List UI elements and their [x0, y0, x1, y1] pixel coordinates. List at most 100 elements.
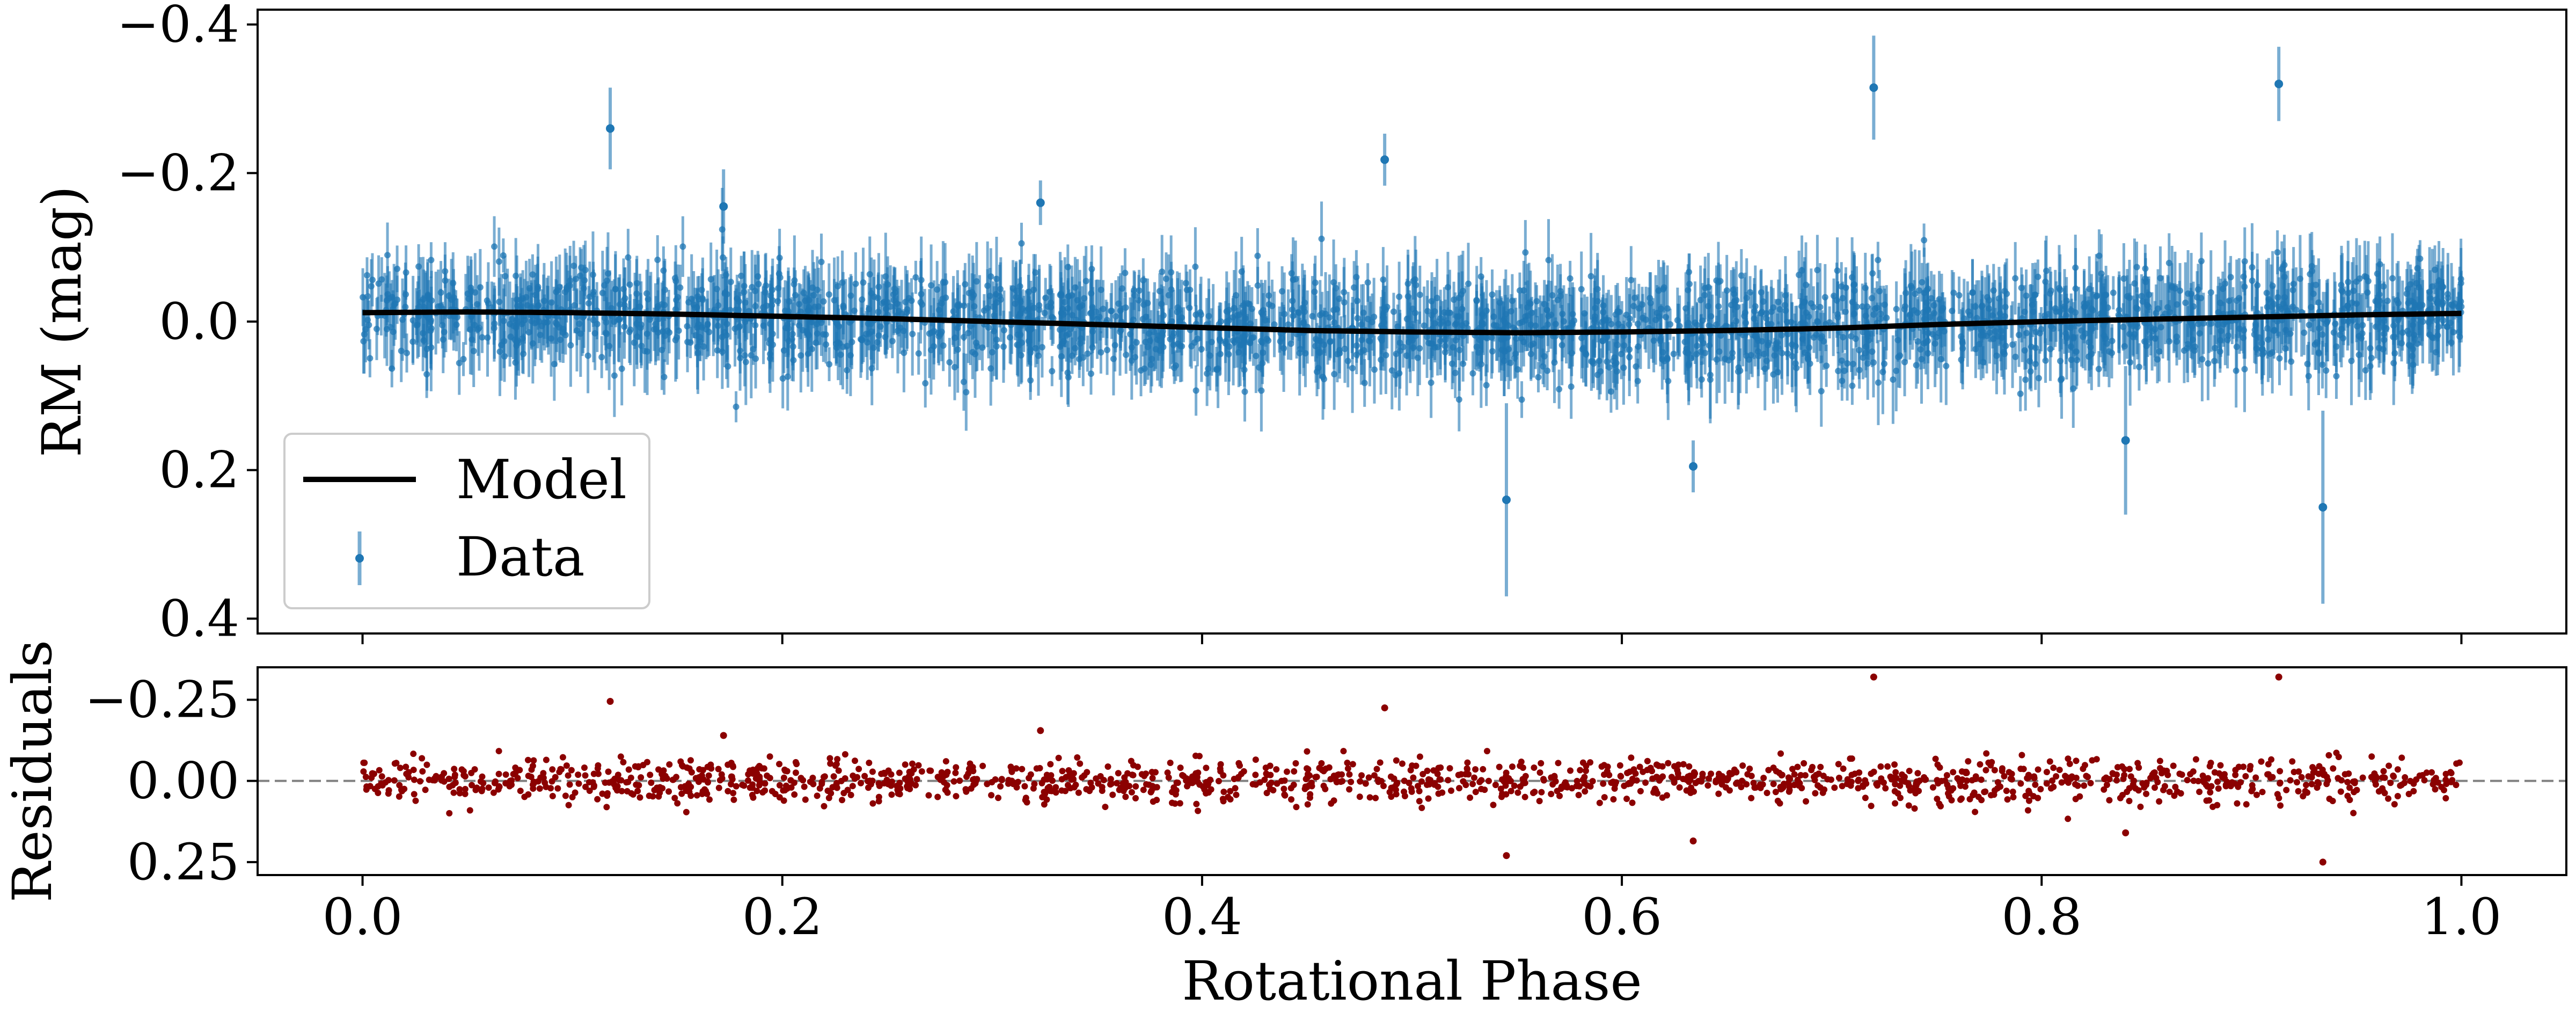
data-point — [1371, 314, 1378, 320]
residual-point — [1472, 766, 1479, 773]
residual-point — [1132, 795, 1139, 802]
data-point — [2368, 354, 2375, 361]
residual-point — [1358, 772, 1365, 779]
residual-point — [841, 751, 848, 758]
data-point — [940, 279, 947, 286]
data-point — [969, 294, 976, 301]
residual-point — [1760, 775, 1767, 782]
data-point — [989, 349, 996, 356]
data-point — [2212, 345, 2219, 352]
data-point — [2274, 249, 2281, 256]
data-point — [1789, 341, 1796, 348]
data-point — [1254, 252, 1261, 259]
data-point — [1428, 379, 1435, 386]
data-point — [917, 298, 924, 305]
data-point — [847, 352, 854, 359]
data-point — [1917, 346, 1924, 353]
data-point — [2412, 301, 2419, 308]
data-point — [2414, 265, 2421, 272]
data-point — [2023, 292, 2030, 299]
residual-point — [2126, 766, 2133, 773]
top-y-tick-label: 0.2 — [159, 441, 240, 500]
data-point — [1444, 284, 1451, 291]
residual-point — [1270, 787, 1277, 794]
residual-point — [586, 787, 593, 794]
data-point — [2022, 376, 2029, 383]
data-point — [1262, 317, 1269, 324]
data-point — [510, 322, 517, 329]
data-outlier-point — [1869, 83, 1878, 92]
data-point — [518, 320, 525, 327]
data-point — [1318, 235, 1325, 242]
data-point — [2363, 274, 2370, 281]
residual-point — [2101, 786, 2107, 793]
data-point — [1772, 345, 1779, 352]
data-point — [1835, 368, 1842, 375]
data-point — [677, 284, 684, 291]
data-point — [1462, 320, 1469, 327]
data-point — [1849, 274, 1856, 281]
data-point — [1049, 368, 1056, 375]
data-point — [1388, 367, 1395, 374]
data-point — [529, 340, 536, 347]
residual-point — [2010, 793, 2017, 800]
data-point — [2271, 327, 2278, 334]
data-point — [1693, 351, 1700, 358]
residual-point — [2391, 801, 2398, 808]
data-point — [882, 333, 889, 340]
data-point — [2307, 271, 2314, 278]
data-point — [1344, 358, 1351, 365]
data-point — [1823, 362, 1830, 369]
data-point — [2434, 300, 2441, 307]
data-point — [2098, 270, 2105, 277]
data-point — [364, 317, 371, 324]
data-point — [1747, 289, 1754, 296]
residual-point — [1036, 764, 1043, 771]
residual-point — [2073, 774, 2080, 781]
data-point — [909, 331, 916, 338]
data-point — [1182, 280, 1189, 287]
data-point — [1980, 359, 1987, 366]
residual-point — [469, 782, 475, 789]
residual-point — [1283, 768, 1290, 775]
data-point — [605, 270, 612, 277]
data-point — [2012, 353, 2019, 360]
data-point — [1421, 322, 1428, 329]
data-point — [2149, 328, 2156, 335]
residual-point — [563, 762, 570, 769]
residual-point — [1950, 769, 1957, 776]
residual-point — [665, 788, 672, 795]
data-point — [1159, 268, 1166, 275]
residual-point — [2184, 777, 2191, 784]
residual-point — [2442, 795, 2449, 802]
data-point — [1505, 322, 1512, 329]
data-point — [1544, 367, 1551, 374]
data-point — [852, 280, 859, 287]
data-point — [2105, 348, 2112, 355]
residual-point — [2344, 778, 2351, 785]
residual-point — [536, 785, 543, 792]
data-point — [1403, 352, 1410, 359]
data-point — [1477, 273, 1484, 280]
data-point — [2072, 309, 2079, 316]
data-point — [1197, 309, 1204, 316]
data-point — [394, 296, 401, 303]
data-point — [1600, 317, 1607, 324]
data-point — [774, 298, 781, 305]
data-point — [1796, 271, 1803, 278]
residual-point — [1507, 788, 1514, 795]
data-point — [2323, 367, 2330, 374]
top-ticks: −0.4 −0.2 0.0 0.2 0.4 — [117, 0, 2463, 648]
residual-point — [816, 785, 823, 792]
data-point — [706, 329, 713, 336]
data-point — [666, 329, 673, 336]
residual-point — [1704, 782, 1711, 789]
data-point — [1869, 270, 1876, 277]
data-point — [926, 330, 933, 337]
residual-point — [753, 788, 760, 795]
data-point — [1213, 366, 1220, 373]
data-point — [2110, 289, 2117, 296]
residual-point — [1380, 783, 1387, 790]
data-point — [1296, 309, 1302, 316]
